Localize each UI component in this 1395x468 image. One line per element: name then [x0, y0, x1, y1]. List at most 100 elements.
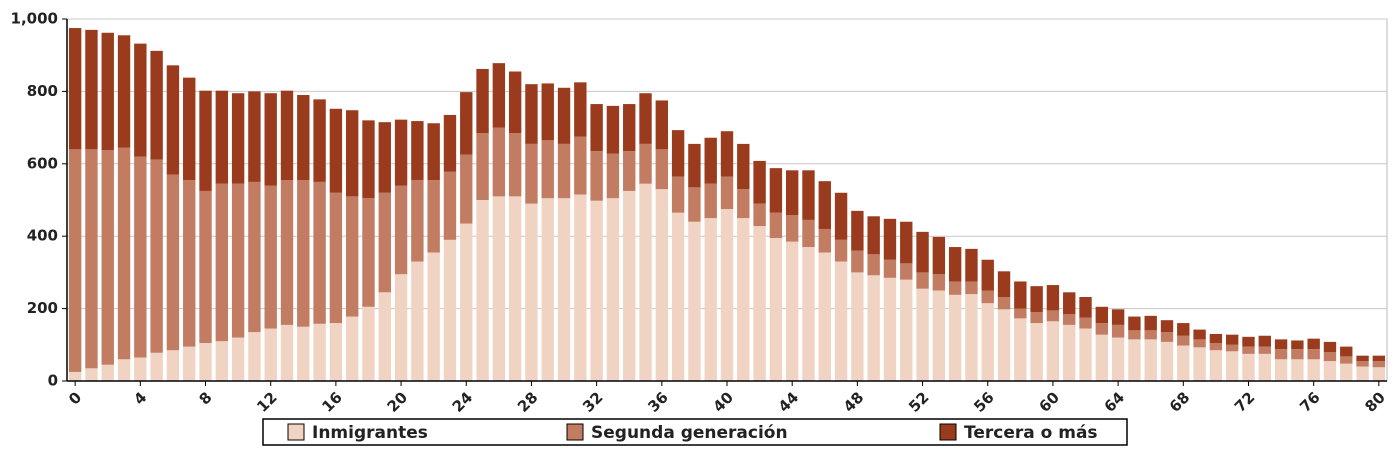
bar-segment [101, 150, 114, 365]
bar-segment [476, 200, 489, 381]
x-tick-label: 76 [1296, 388, 1323, 415]
bar-segment [1095, 334, 1109, 381]
bar-segment [981, 290, 994, 304]
legend-swatch [287, 423, 305, 441]
bar-segment [378, 292, 391, 381]
bar-segment [720, 131, 734, 177]
bar-segment [785, 170, 799, 216]
bar-segment [1340, 346, 1353, 357]
bar-segment [345, 316, 359, 381]
bar-segment [1177, 345, 1190, 381]
legend-label: Inmigrantes [312, 423, 428, 443]
bar-segment [1340, 356, 1353, 364]
bar-segment [1340, 363, 1353, 381]
bar-segment [427, 252, 440, 381]
bar-segment [508, 71, 522, 134]
bar-segment [1356, 366, 1369, 381]
bar-segment [476, 133, 489, 200]
bar-segment [313, 99, 326, 182]
bar-segment [1209, 333, 1223, 343]
bar-segment [1046, 321, 1060, 381]
bar-segment [280, 324, 294, 381]
bar-segment [443, 171, 457, 240]
bar-segment [476, 68, 489, 134]
bar-segment [183, 77, 196, 181]
bar-segment [1209, 350, 1223, 381]
bar-segment [1046, 285, 1060, 311]
x-tick-label: 64 [1101, 388, 1128, 415]
bar-segment [867, 275, 880, 381]
bar-segment [231, 183, 245, 338]
bar-segment [1144, 339, 1157, 381]
bar-segment [981, 259, 994, 291]
bar-segment [606, 153, 620, 199]
bar-segment [345, 196, 359, 317]
bar-segment [1095, 306, 1109, 324]
bar-segment [932, 290, 946, 381]
bar-segment [394, 274, 408, 381]
bar-segment [313, 181, 326, 324]
bar-segment [411, 261, 424, 381]
bar-segment [199, 190, 212, 343]
bar-segment [590, 151, 603, 201]
bar-segment [231, 93, 245, 184]
bar-segment [1242, 336, 1255, 347]
bar-segment [720, 176, 734, 210]
bar-segment [1079, 317, 1092, 329]
bar-segment [1160, 332, 1174, 342]
bar-segment [802, 170, 815, 220]
bar-segment [834, 239, 848, 262]
bar-segment [199, 90, 212, 191]
bar-segment [166, 65, 180, 175]
x-tick-label: 56 [970, 388, 997, 415]
bar-segment [1307, 349, 1320, 360]
bar-segment [965, 294, 978, 381]
bar-segment [753, 160, 766, 204]
legend-swatch [939, 423, 957, 441]
bar-segment [1307, 359, 1320, 381]
bar-segment [997, 309, 1011, 381]
x-tick-label: 20 [384, 388, 411, 415]
x-tick-label: 32 [579, 388, 606, 415]
bar-segment [1274, 339, 1288, 350]
bar-segment [101, 364, 114, 381]
bar-segment [623, 104, 636, 152]
bar-segment [688, 221, 701, 381]
bar-segment [1030, 323, 1043, 381]
bar-segment [671, 130, 685, 177]
bar-segment [329, 108, 343, 193]
bar-segment [688, 143, 701, 188]
bar-segment [655, 100, 669, 150]
bar-segment [1095, 323, 1109, 335]
bar-segment [1144, 315, 1157, 331]
bar-segment [590, 200, 603, 381]
bar-segment [997, 297, 1011, 310]
bar-segment [183, 346, 196, 381]
bar-segment [508, 133, 522, 197]
x-tick-label: 36 [644, 388, 671, 415]
bar-segment [329, 323, 343, 381]
bar-segment [900, 221, 913, 264]
bar-segment [525, 84, 538, 144]
bar-segment [1160, 320, 1174, 333]
bar-segment [720, 209, 734, 381]
bar-segment [1063, 292, 1076, 315]
bar-segment [997, 271, 1011, 298]
bar-segment [1372, 367, 1386, 381]
x-tick-label: 60 [1035, 388, 1062, 415]
bar-segment [948, 247, 962, 282]
bar-segment [769, 168, 783, 213]
x-tick-label: 48 [840, 388, 867, 415]
bar-segment [916, 272, 929, 289]
bar-segment [1014, 308, 1027, 319]
bar-segment [818, 252, 831, 381]
bar-segment [1372, 361, 1386, 368]
bar-segment [1177, 335, 1190, 346]
bar-segment [1128, 339, 1141, 381]
bar-segment [851, 210, 864, 251]
bar-segment [737, 218, 750, 381]
bar-segment [851, 250, 864, 273]
bar-segment [280, 90, 294, 181]
bar-segment [362, 306, 375, 381]
